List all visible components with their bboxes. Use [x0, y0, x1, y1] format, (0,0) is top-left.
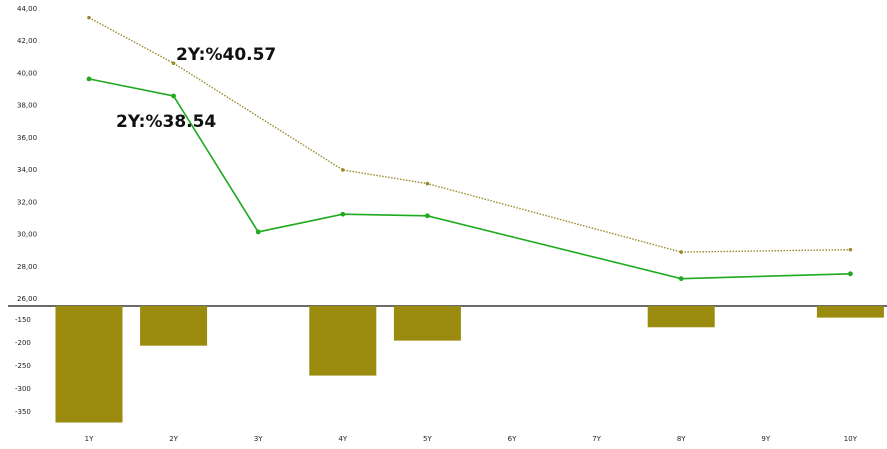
series-line-0 — [88, 17, 851, 253]
series-0-point — [425, 181, 430, 186]
x-tick-label: 4Y — [338, 435, 347, 443]
line-chart-plot — [86, 15, 853, 282]
y-tick-label: 26,00 — [17, 295, 37, 303]
x-tick-label: 2Y — [169, 435, 178, 443]
x-tick-label: 3Y — [254, 435, 263, 443]
bar-chart-plot — [55, 306, 884, 423]
bar-8Y — [647, 306, 715, 328]
series-1-point — [340, 211, 346, 217]
annotations: 2Y:%40.57 2Y:%38.54 — [116, 45, 276, 132]
series-1-point — [425, 213, 430, 219]
x-tick-label: 10Y — [844, 435, 858, 443]
series-0-point — [679, 250, 683, 254]
value-annotation: 2Y:%40.57 — [176, 45, 276, 65]
y-tick-label: -350 — [15, 408, 31, 416]
x-axis: 1Y 2Y 3Y 4Y 5Y 6Y 7Y 8Y 9Y 10Y — [85, 435, 858, 443]
bar-4Y — [309, 306, 377, 376]
y-tick-label: 42,00 — [17, 37, 37, 45]
series-1-point — [848, 271, 853, 277]
line-chart-y-axis: 44,00 42,00 40,00 38,00 36,00 34,00 32,00 30,00… — [17, 5, 37, 303]
y-tick-label: 36,00 — [17, 134, 37, 142]
series-0-point — [87, 15, 91, 20]
x-tick-label: 7Y — [592, 435, 601, 443]
bar-10Y — [816, 306, 884, 318]
bar-5Y — [393, 306, 461, 341]
y-tick-label: 34,00 — [17, 166, 37, 174]
y-tick-label: 32,00 — [17, 198, 37, 206]
series-0-point — [341, 168, 345, 172]
value-annotation: 2Y:%38.54 — [116, 112, 216, 132]
x-tick-label: 9Y — [761, 435, 770, 443]
series-1-point — [171, 93, 177, 99]
bar-chart-y-axis: -150 -200 -250 -300 -350 — [15, 316, 31, 416]
x-tick-label: 5Y — [423, 435, 432, 443]
series-0-point — [848, 247, 853, 252]
y-tick-label: -250 — [15, 362, 31, 370]
series-1-point — [255, 229, 261, 235]
x-tick-label: 8Y — [677, 435, 686, 443]
y-tick-label: 30,00 — [17, 231, 37, 239]
x-tick-label: 1Y — [85, 435, 94, 443]
y-tick-label: -200 — [15, 339, 31, 347]
y-tick-label: 40,00 — [17, 69, 37, 77]
y-tick-label: -150 — [15, 316, 31, 324]
series-0-point — [171, 61, 176, 66]
bar-2Y — [140, 306, 208, 346]
series-1-point — [86, 76, 92, 82]
y-tick-label: 38,00 — [17, 102, 37, 110]
x-tick-label: 6Y — [508, 435, 517, 443]
y-tick-label: -300 — [15, 385, 31, 393]
bar-1Y — [55, 306, 123, 423]
y-tick-label: 28,00 — [17, 263, 37, 271]
series-1-point — [678, 276, 684, 282]
series-line-1 — [88, 78, 851, 280]
y-tick-label: 44,00 — [17, 5, 37, 13]
